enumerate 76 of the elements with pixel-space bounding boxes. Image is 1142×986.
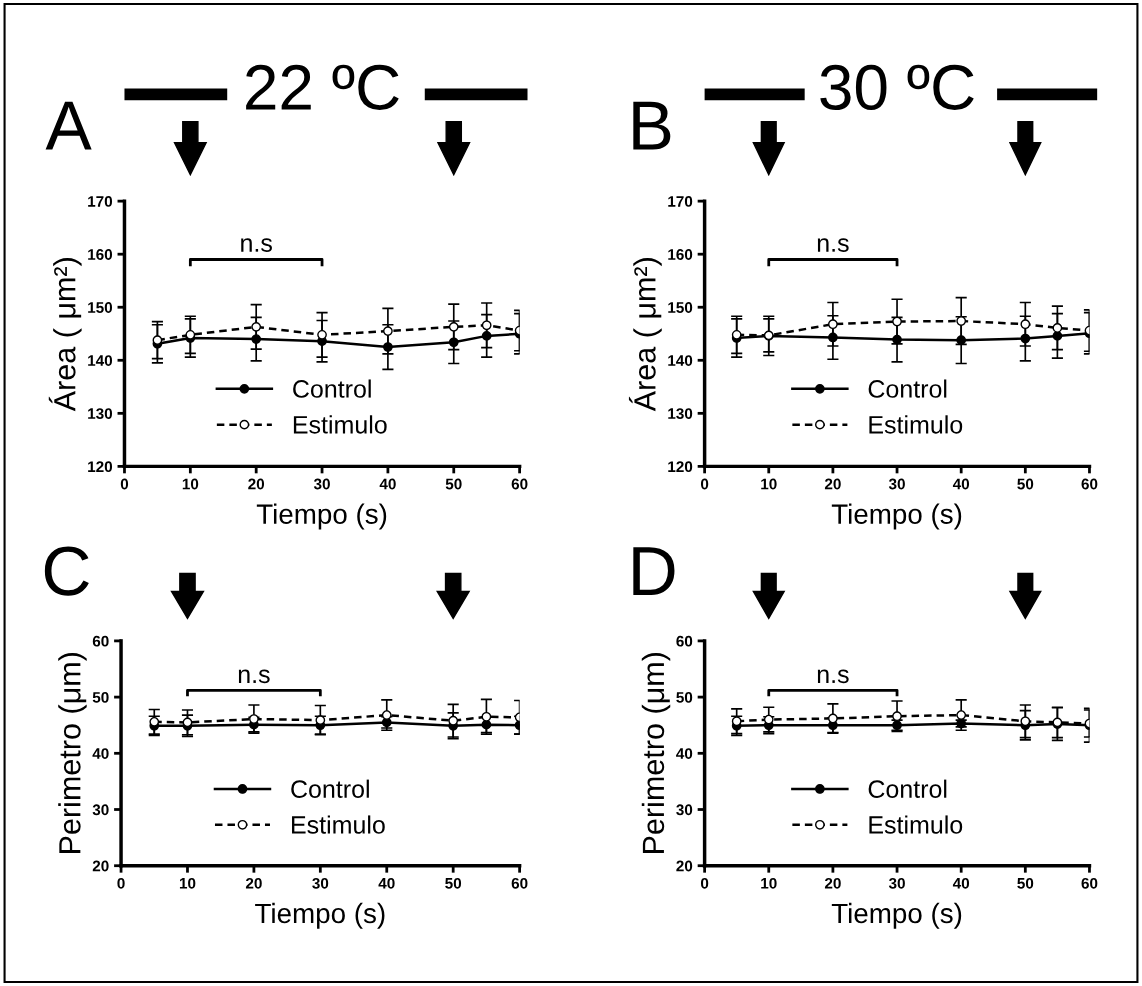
x-axis-title: Tiempo (s)	[255, 902, 385, 929]
legend-label: Estimulo	[293, 415, 387, 434]
x-tick-label: 40	[952, 877, 970, 889]
y-tick-label: 130	[668, 408, 693, 420]
x-tick-label: 0	[700, 478, 709, 490]
x-tick-label: 10	[179, 877, 196, 889]
x-tick-label: 0	[700, 877, 709, 889]
y-tick-label: 130	[88, 408, 113, 420]
x-axis-title: Tiempo (s)	[831, 503, 962, 530]
y-tick-label: 60	[92, 635, 109, 647]
x-tick-label: 0	[120, 478, 129, 490]
x-tick-label: 20	[824, 478, 841, 490]
x-tick-label: 60	[511, 478, 528, 490]
y-axis-title: Perimetro (μm)	[641, 653, 671, 853]
x-tick-label: 50	[1017, 877, 1034, 889]
y-tick-label: 30	[92, 804, 109, 816]
y-tick-label: 120	[668, 461, 693, 473]
y-tick-label: 170	[668, 196, 693, 207]
x-tick-label: 30	[888, 877, 905, 889]
chart-title: 22 ºC	[246, 64, 399, 111]
y-tick-label: 150	[88, 302, 113, 313]
text: A	[45, 101, 92, 150]
text: C	[44, 546, 89, 596]
legend-label: Control	[293, 379, 371, 398]
x-tick-label: 10	[182, 478, 199, 490]
x-tick-label: 10	[761, 478, 777, 490]
x-tick-label: 0	[117, 877, 125, 889]
y-axis-title: Perimetro (μm)	[58, 653, 87, 853]
y-tick-label: 170	[88, 196, 113, 207]
x-tick-label: 20	[245, 877, 262, 889]
x-tick-label: 10	[761, 877, 777, 889]
x-tick-label: 20	[248, 478, 265, 490]
x-tick-label: 40	[378, 877, 395, 889]
annotation: n.s	[817, 669, 849, 684]
legend-label: Control	[868, 779, 947, 798]
text: D	[633, 547, 675, 596]
y-tick-label: 160	[88, 249, 113, 260]
legend-label: Estimulo	[869, 815, 963, 834]
y-tick-label: 50	[92, 691, 109, 703]
y-tick-label: 140	[668, 355, 693, 366]
x-tick-label: 50	[445, 478, 462, 490]
x-tick-label: 50	[445, 877, 462, 889]
y-tick-label: 20	[92, 860, 109, 872]
y-tick-label: 120	[88, 461, 113, 473]
x-axis-title: Tiempo (s)	[256, 503, 387, 530]
y-tick-label: 140	[88, 355, 113, 366]
annotation: n.s	[817, 238, 849, 252]
legend-label: Control	[868, 379, 947, 398]
y-tick-label: 40	[92, 748, 109, 759]
x-tick-label: 50	[1017, 478, 1034, 490]
text: B	[633, 101, 671, 150]
legend-label: Estimulo	[292, 815, 385, 834]
x-tick-label: 30	[313, 478, 330, 490]
y-tick-label: 20	[676, 860, 693, 872]
annotation: n.s	[241, 238, 272, 252]
y-tick-label: 50	[676, 691, 693, 703]
x-axis-title: Tiempo (s)	[831, 902, 962, 929]
x-tick-label: 20	[824, 877, 841, 889]
annotation: n.s	[238, 669, 270, 684]
y-axis-title: Área ( μm²)	[628, 258, 662, 412]
y-tick-label: 30	[676, 804, 693, 816]
y-axis-title: Área ( μm²)	[48, 258, 82, 412]
y-tick-label: 60	[676, 635, 693, 647]
y-tick-label: 150	[668, 302, 693, 313]
x-tick-label: 30	[888, 478, 905, 490]
x-tick-label: 40	[952, 478, 970, 490]
legend-label: Control	[291, 779, 369, 798]
y-tick-label: 160	[668, 249, 693, 260]
legend-label: Estimulo	[869, 415, 963, 434]
x-tick-label: 60	[1081, 877, 1098, 889]
y-tick-label: 40	[676, 748, 693, 759]
x-tick-label: 40	[379, 478, 396, 490]
chart-title: 30 ºC	[820, 64, 974, 111]
x-tick-label: 30	[312, 877, 329, 889]
x-tick-label: 60	[1081, 478, 1098, 490]
x-tick-label: 60	[511, 877, 528, 889]
